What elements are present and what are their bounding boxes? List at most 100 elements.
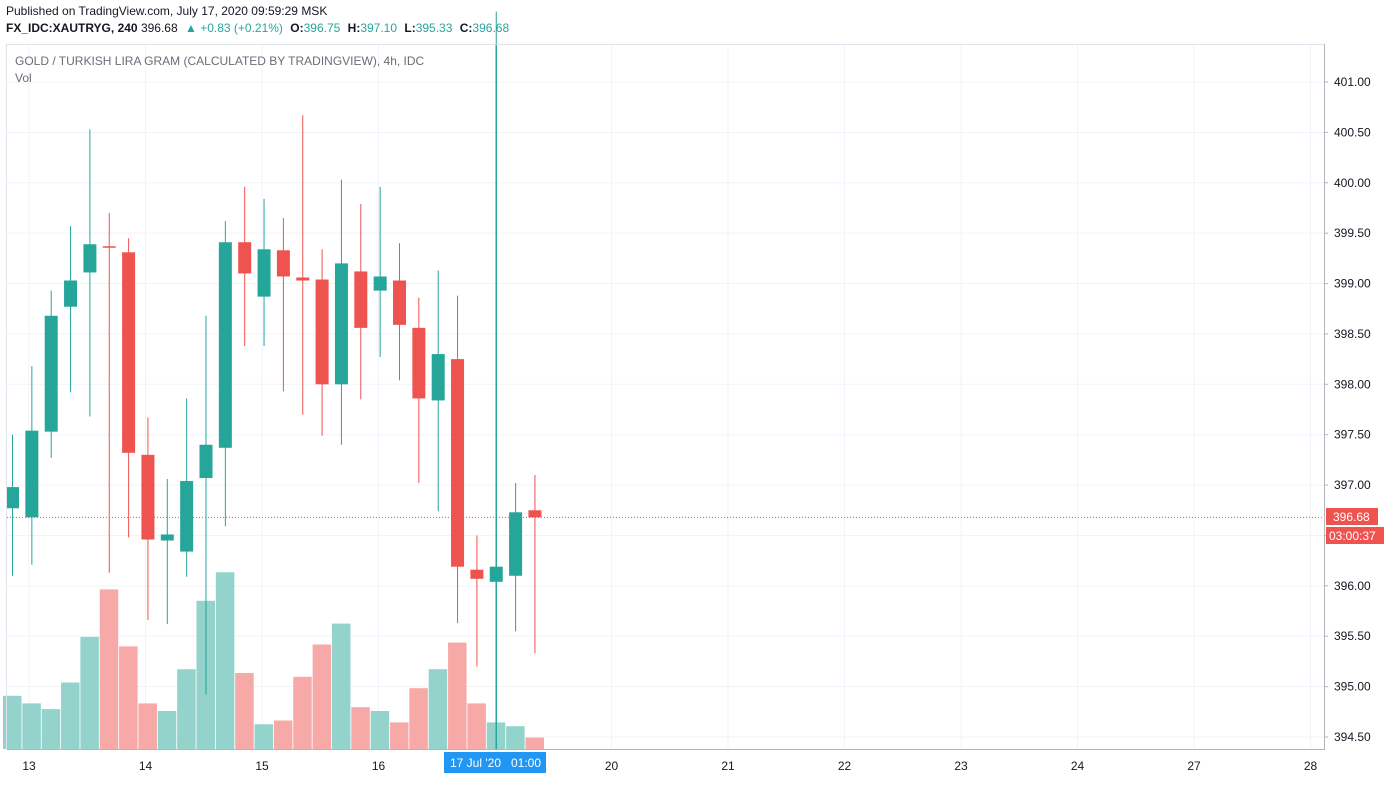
time-tick-label: 15 [255, 759, 269, 773]
time-tick-label: 24 [1071, 759, 1085, 773]
candle-body [470, 569, 484, 579]
volume-legend: Vol [15, 71, 32, 85]
volume-bar [293, 676, 312, 749]
candle-body [83, 244, 97, 273]
low-value: 395.33 [415, 21, 453, 35]
close-value: 396.68 [472, 21, 510, 35]
volume-bar [506, 726, 525, 749]
last-price-tag-value: 396.68 [1333, 510, 1370, 524]
crosshair-time-badge: 17 Jul '20 01:00 [444, 752, 546, 773]
high-label: H: [347, 21, 361, 35]
time-tick-label: 13 [22, 759, 36, 773]
volume-bar [22, 703, 41, 749]
price-axis[interactable]: 394.50395.00395.50396.00396.50397.00397.… [1324, 75, 1371, 744]
price-tick-label: 394.50 [1334, 730, 1371, 744]
volume-bar [215, 572, 235, 749]
time-tick-label: 16 [372, 759, 386, 773]
countdown-tag: 03:00:37 [1326, 527, 1384, 544]
candle-body [509, 512, 523, 576]
volume-bar [273, 720, 293, 749]
candle-body [102, 246, 116, 248]
time-tick-label: 28 [1304, 759, 1318, 773]
close-label: C: [459, 21, 473, 35]
time-tick-label: 14 [139, 759, 153, 773]
price-axis-border [1324, 44, 1325, 750]
last-price: 396.68 [140, 21, 178, 35]
volume-bar [235, 673, 254, 749]
volume-bar [331, 623, 351, 749]
crosshair-date: 17 Jul '20 [450, 756, 501, 770]
price-tick-label: 395.00 [1334, 680, 1371, 694]
price-tick-label: 399.50 [1334, 226, 1371, 240]
candle-body [276, 250, 290, 277]
price-tick-label: 398.00 [1334, 377, 1371, 391]
volume-bar [138, 703, 157, 749]
volume-bar [428, 669, 448, 749]
price-tick-label: 399.00 [1334, 277, 1371, 291]
volume-bar [61, 682, 80, 749]
candle-body [354, 271, 368, 328]
time-axis-border [6, 749, 1324, 750]
candle-body [238, 242, 252, 274]
time-tick-label: 27 [1187, 759, 1201, 773]
candle-body [257, 249, 271, 297]
candle-body [122, 252, 136, 453]
volume-bar [3, 695, 22, 749]
candle-body [528, 510, 542, 518]
volume-bar [351, 707, 370, 749]
symbol-label: FX_IDC:XAUTRYG, 240 [6, 21, 138, 35]
published-info: Published on TradingView.com, July 17, 2… [6, 4, 328, 18]
candle-body [180, 481, 194, 552]
candle-body [431, 354, 445, 401]
candle-body [25, 430, 39, 518]
volume-bar [99, 589, 119, 749]
price-change: ▲ +0.83 (+0.21%) [184, 21, 283, 35]
volume-bar [157, 711, 177, 749]
candle-body [315, 279, 329, 385]
open-value: 396.75 [303, 21, 341, 35]
price-tick-label: 397.00 [1334, 478, 1371, 492]
candle-body [451, 359, 465, 567]
volume-bar [390, 722, 409, 749]
candle-body [141, 454, 155, 540]
symbol-ohlc-bar: FX_IDC:XAUTRYG, 240 396.68 ▲ +0.83 (+0.2… [6, 21, 509, 35]
chart-left-border [6, 44, 7, 750]
time-axis[interactable]: 13 14 15 16 20 21 22 23 24 27 28 [22, 759, 1317, 773]
price-tick-label: 400.00 [1334, 176, 1371, 190]
candle-body [412, 327, 426, 399]
price-tick-label: 397.50 [1334, 428, 1371, 442]
time-tick-label: 21 [721, 759, 735, 773]
candle-body [160, 534, 174, 541]
time-tick-label: 23 [954, 759, 968, 773]
volume-bar [41, 709, 61, 749]
open-label: O: [290, 21, 304, 35]
crosshair-time: 01:00 [511, 756, 541, 770]
volume-bar [80, 636, 99, 749]
chart-top-border [6, 44, 1324, 45]
countdown-tag-value: 03:00:37 [1329, 529, 1376, 543]
volume-bar [525, 737, 544, 749]
price-tick-label: 396.00 [1334, 579, 1371, 593]
candle-body [64, 280, 78, 307]
candle-body [199, 444, 213, 479]
candle-body [373, 276, 387, 291]
candlesticks [6, 11, 542, 695]
candle-body [44, 315, 58, 432]
volume-bar [467, 703, 486, 749]
candle-body [296, 277, 310, 281]
price-tick-label: 401.00 [1334, 75, 1371, 89]
candle-body [218, 242, 232, 448]
candle-body [334, 263, 348, 385]
time-tick-label: 22 [838, 759, 852, 773]
high-value: 397.10 [360, 21, 398, 35]
volume-bars [3, 572, 544, 749]
volume-bar [312, 644, 332, 749]
volume-bar [409, 688, 428, 749]
volume-bar [370, 711, 390, 749]
volume-bar [177, 669, 196, 749]
last-price-tag: 396.68 [1326, 508, 1378, 525]
chart-legend-title: GOLD / TURKISH LIRA GRAM (CALCULATED BY … [15, 54, 425, 68]
volume-bar [254, 724, 274, 749]
candle-body [6, 487, 19, 509]
